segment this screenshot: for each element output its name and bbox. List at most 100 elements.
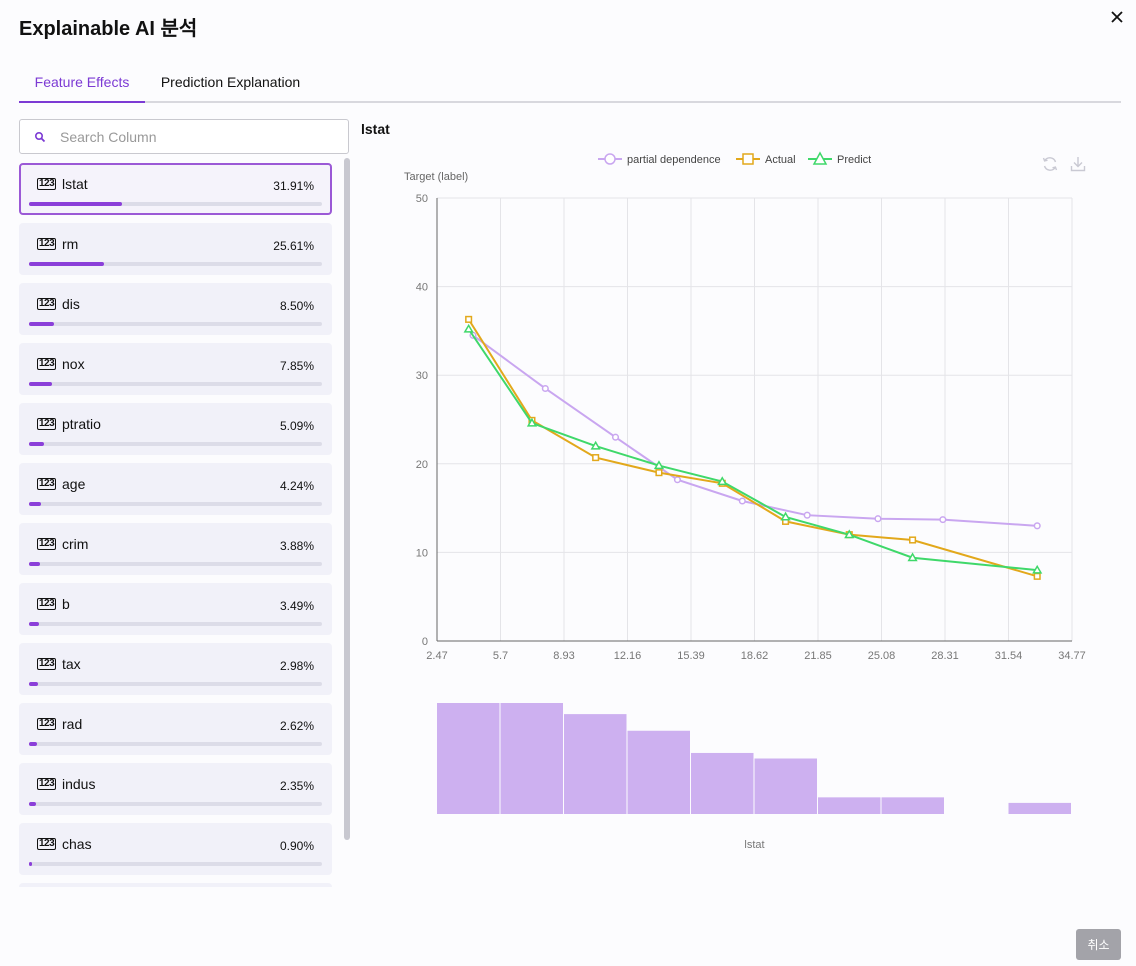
feature-name: tax: [62, 656, 81, 672]
pd-point: [1033, 522, 1041, 530]
feature-name: lstat: [62, 176, 88, 192]
download-icon[interactable]: [1068, 154, 1088, 174]
histogram-bar: [627, 730, 690, 814]
feature-item-chas[interactable]: 123 chas 0.90%: [19, 823, 332, 875]
importance-bar-track: [29, 262, 322, 266]
y-tick-label: 40: [416, 282, 428, 294]
feature-item-ptratio[interactable]: 123 ptratio 5.09%: [19, 403, 332, 455]
tab-feature-effects[interactable]: Feature Effects: [19, 66, 145, 103]
x-tick-label: 2.47: [426, 650, 447, 662]
pd-point: [673, 476, 681, 484]
importance-bar-fill: [29, 502, 42, 506]
numeric-type-icon: 123: [37, 658, 57, 670]
feature-item-lstat[interactable]: 123 lstat 31.91%: [19, 163, 332, 215]
importance-bar-track: [29, 862, 322, 866]
predict-point: [590, 440, 601, 450]
x-tick-label: 8.93: [553, 650, 574, 662]
y-tick-label: 0: [422, 636, 428, 648]
pd-point: [541, 384, 549, 393]
feature-importance: 2.35%: [279, 779, 314, 793]
feature-item-dis[interactable]: 123 dis 8.50%: [19, 283, 332, 335]
numeric-type-icon: 123: [37, 538, 57, 550]
actual-point: [655, 469, 663, 477]
numeric-type-icon: 123: [37, 298, 57, 310]
actual-point: [1033, 572, 1041, 580]
feature-item-tax[interactable]: 123 tax 2.98%: [19, 643, 332, 695]
feature-importance: 25.61%: [273, 239, 314, 253]
feature-name: indus: [62, 776, 96, 792]
refresh-icon[interactable]: [1040, 154, 1060, 174]
pd-point: [604, 153, 616, 165]
feature-importance: 2.98%: [279, 659, 314, 673]
numeric-type-icon: 123: [37, 778, 57, 790]
cancel-button[interactable]: 취소: [1076, 929, 1121, 960]
predict-point: [653, 460, 665, 470]
feature-importance: 7.85%: [279, 359, 314, 373]
feature-item-rad[interactable]: 123 rad 2.62%: [19, 703, 332, 755]
feature-importance: 5.09%: [279, 419, 314, 433]
tab-prediction-explanation[interactable]: Prediction Explanation: [160, 74, 301, 90]
x-tick-label: 21.85: [804, 650, 832, 662]
numeric-type-icon: 123: [37, 598, 57, 610]
legend-label: partial dependence: [627, 154, 721, 166]
importance-bar-track: [29, 382, 322, 386]
feature-item-nox[interactable]: 123 nox 7.85%: [19, 343, 332, 395]
histogram-bar: [500, 703, 563, 814]
legend-label: Actual: [765, 154, 796, 166]
pd-point: [803, 511, 811, 519]
histogram-bar: [881, 797, 944, 814]
importance-bar-track: [29, 202, 322, 206]
importance-bar-track: [29, 742, 322, 746]
predict-point: [717, 476, 728, 486]
y-tick-label: 10: [416, 547, 428, 559]
feature-item-indus[interactable]: 123 indus 2.35%: [19, 763, 332, 815]
close-icon[interactable]: [1106, 6, 1128, 28]
feature-item-rm[interactable]: 123 rm 25.61%: [19, 223, 332, 275]
feature-name: ptratio: [62, 416, 101, 432]
feature-item-partial[interactable]: [19, 883, 332, 887]
importance-bar-fill: [29, 262, 105, 266]
importance-bar-fill: [29, 682, 38, 686]
actual-point: [592, 454, 600, 462]
numeric-type-icon: 123: [37, 358, 57, 370]
feature-importance: 0.90%: [279, 839, 314, 853]
y-tick-label: 20: [416, 459, 428, 471]
feature-importance: 4.24%: [279, 479, 314, 493]
feature-importance: 31.91%: [273, 179, 314, 193]
numeric-type-icon: 123: [37, 718, 57, 730]
importance-bar-fill: [29, 442, 44, 446]
series-line-circle: [472, 334, 1038, 527]
legend-label: Predict: [837, 154, 871, 166]
series-line-triangle: [467, 328, 1038, 572]
feature-importance: 8.50%: [279, 299, 314, 313]
feature-item-crim[interactable]: 123 crim 3.88%: [19, 523, 332, 575]
actual-point: [909, 536, 917, 544]
search-box: [19, 119, 349, 154]
importance-bar-fill: [29, 382, 52, 386]
numeric-type-icon: 123: [37, 478, 57, 490]
x-tick-label: 25.08: [868, 650, 896, 662]
actual-point: [742, 153, 754, 165]
x-tick-label: 5.7: [493, 650, 508, 662]
importance-bar-track: [29, 682, 322, 686]
pd-point: [874, 515, 882, 523]
feature-item-b[interactable]: 123 b 3.49%: [19, 583, 332, 635]
dialog-title: Explainable AI 분석: [19, 18, 198, 40]
x-tick-label: 15.39: [677, 650, 705, 662]
search-input[interactable]: [60, 126, 340, 148]
feature-importance: 3.88%: [279, 539, 314, 553]
feature-name: b: [62, 596, 70, 612]
tab-bar: Feature Effects Prediction Explanation: [19, 66, 1121, 103]
importance-bar-track: [29, 442, 322, 446]
x-tick-label: 34.77: [1058, 650, 1086, 662]
predict-point: [526, 417, 538, 427]
importance-bar-fill: [29, 622, 40, 626]
histogram-bar: [754, 758, 817, 814]
feature-item-age[interactable]: 123 age 4.24%: [19, 463, 332, 515]
feature-list-scrollbar[interactable]: [344, 158, 350, 840]
x-tick-label: 12.16: [614, 650, 642, 662]
feature-list: 123 lstat 31.91% 123 rm 25.61% 123 dis 8.50% 123 n…: [19, 163, 333, 887]
feature-name: dis: [62, 296, 80, 312]
importance-bar-track: [29, 502, 322, 506]
predict-point: [1032, 564, 1043, 574]
